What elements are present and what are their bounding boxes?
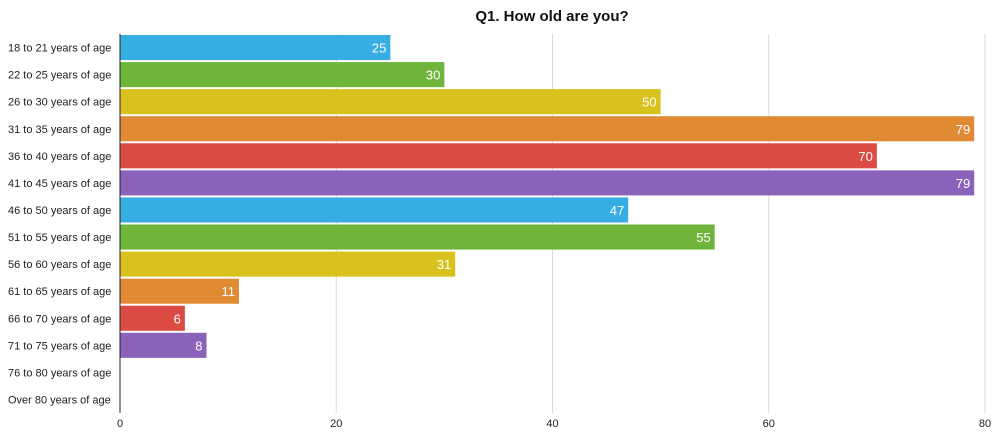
- data-label: 55: [696, 230, 710, 245]
- category-label: 51 to 55 years of age: [8, 232, 111, 244]
- category-label: 66 to 70 years of age: [8, 313, 111, 325]
- category-label: 56 to 60 years of age: [8, 259, 111, 271]
- data-label: 31: [437, 257, 451, 272]
- value-labels: 25 30 50 79 70 79 47 55 31 11 68: [174, 41, 971, 354]
- category-labels: 18 to 21 years of age 22 to 25 years of a…: [8, 43, 111, 407]
- data-label: 47: [610, 203, 624, 218]
- bar: [120, 332, 207, 358]
- data-label: 30: [426, 68, 440, 83]
- x-axis-ticks: 0 20 40 60 80: [117, 418, 991, 430]
- bars: [120, 35, 975, 358]
- category-label: 41 to 45 years of age: [8, 178, 111, 190]
- category-label: 26 to 30 years of age: [8, 97, 111, 109]
- bar: [120, 170, 975, 196]
- bar: [120, 197, 629, 223]
- bar: [120, 89, 661, 115]
- bar: [120, 116, 975, 142]
- chart-title: Q1. How old are you?: [475, 8, 628, 25]
- category-label: 36 to 40 years of age: [8, 151, 111, 163]
- bar: [120, 278, 239, 304]
- category-label: Over 80 years of age: [8, 394, 111, 406]
- x-tick-label: 40: [546, 418, 558, 430]
- x-tick-label: 20: [330, 418, 342, 430]
- category-label: 22 to 25 years of age: [8, 70, 111, 82]
- data-label: 8: [195, 338, 202, 353]
- bar: [120, 35, 391, 61]
- data-label: 79: [956, 122, 970, 137]
- data-label: 70: [858, 149, 872, 164]
- data-label: 25: [372, 41, 386, 56]
- bar: [120, 62, 445, 88]
- category-label: 71 to 75 years of age: [8, 340, 111, 352]
- bar: [120, 224, 715, 250]
- category-label: 31 to 35 years of age: [8, 124, 111, 136]
- bar: [120, 305, 185, 331]
- data-label: 11: [221, 284, 235, 299]
- category-label: 46 to 50 years of age: [8, 205, 111, 217]
- x-tick-label: 60: [763, 418, 775, 430]
- bar: [120, 143, 877, 169]
- category-label: 18 to 21 years of age: [8, 43, 111, 55]
- data-label: 50: [642, 95, 656, 110]
- bar: [120, 251, 456, 277]
- category-label: 61 to 65 years of age: [8, 286, 111, 298]
- x-tick-label: 80: [979, 418, 991, 430]
- data-label: 6: [174, 311, 181, 326]
- category-label: 76 to 80 years of age: [8, 367, 111, 379]
- data-label: 79: [956, 176, 970, 191]
- x-tick-label: 0: [117, 418, 123, 430]
